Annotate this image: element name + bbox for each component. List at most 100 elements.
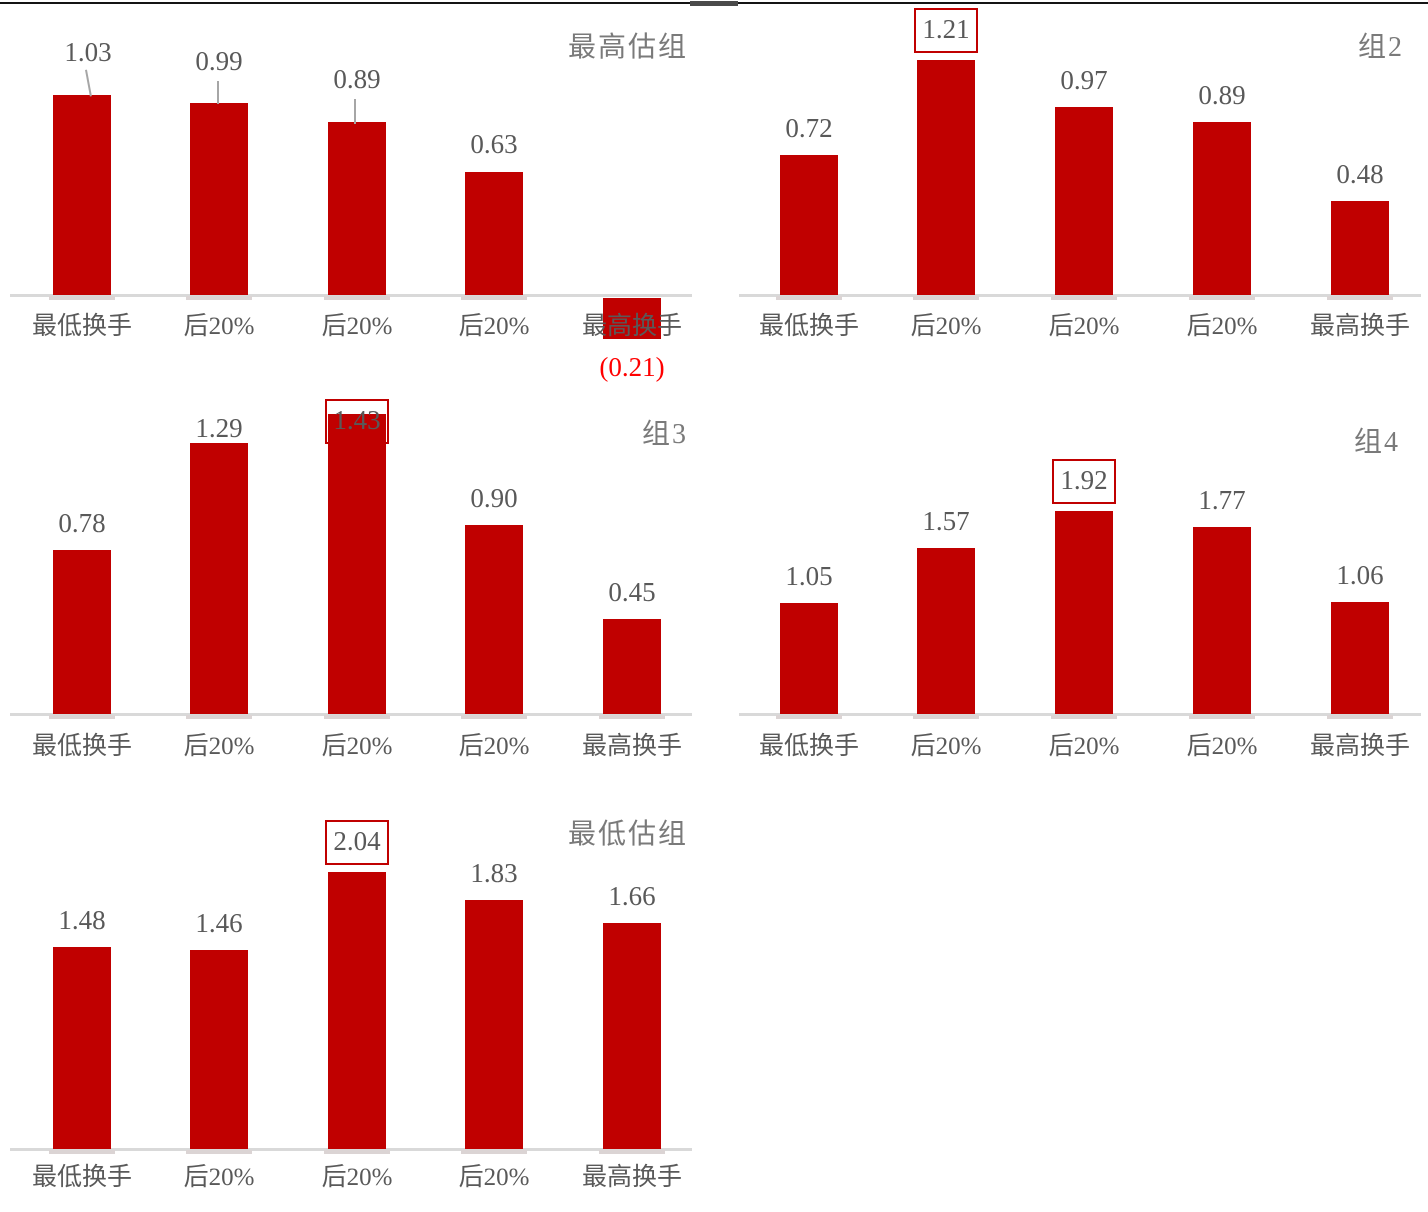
axis-line	[10, 1148, 692, 1151]
bar	[53, 947, 111, 1149]
value-label: 1.43	[333, 405, 381, 435]
axis-line	[10, 294, 692, 297]
category-label: 后20%	[1186, 313, 1258, 340]
bar-shadow	[461, 1150, 527, 1154]
value-label: 0.89	[333, 64, 381, 94]
bar-shadow	[776, 715, 842, 719]
bar-shadow	[776, 296, 842, 300]
bar-shadow	[49, 715, 115, 719]
category-label: 最低换手	[31, 313, 132, 340]
chart-title: 组4	[1353, 427, 1400, 458]
category-label: 最低换手	[31, 1164, 132, 1191]
axis-line	[739, 294, 1421, 297]
bar	[603, 923, 661, 1149]
value-label: 1.83	[470, 858, 518, 888]
bar	[1055, 511, 1113, 714]
bar-shadow	[186, 1150, 252, 1154]
leader-line	[354, 99, 356, 124]
category-label: 后20%	[910, 733, 982, 760]
bar-shadow	[599, 1150, 665, 1154]
highlight-box-fill	[1052, 459, 1116, 504]
bar-shadow	[461, 296, 527, 300]
axis-line	[739, 713, 1421, 716]
category-label: 最高换手	[581, 313, 682, 340]
bar-shadow	[1327, 296, 1393, 300]
value-label: 1.06	[1336, 560, 1384, 590]
bar-shadow	[324, 296, 390, 300]
highlight-box-fill	[325, 399, 389, 444]
value-label: 1.29	[195, 413, 243, 443]
bar	[917, 548, 975, 714]
bar-shadow	[1189, 715, 1255, 719]
bar	[190, 950, 248, 1149]
value-label: 0.89	[1198, 80, 1246, 110]
value-label: 1.77	[1198, 485, 1246, 515]
chart-title: 最高估组	[567, 32, 688, 63]
category-label: 最高换手	[1309, 313, 1410, 340]
bar	[780, 155, 838, 295]
value-label: 0.48	[1336, 159, 1384, 189]
value-label: 1.92	[1060, 465, 1108, 495]
bar	[53, 550, 111, 714]
bar-shadow	[599, 715, 665, 719]
bar-shadow	[913, 715, 979, 719]
bar-shadow	[461, 715, 527, 719]
bar	[1331, 201, 1389, 295]
value-label: 0.90	[470, 483, 518, 513]
category-label: 最低换手	[31, 733, 132, 760]
category-label: 后20%	[183, 733, 255, 760]
chart-title: 最低估组	[567, 819, 688, 850]
value-label: 2.04	[333, 826, 381, 856]
bar	[1193, 122, 1251, 295]
category-label: 后20%	[458, 313, 530, 340]
category-label: 后20%	[458, 1164, 530, 1191]
bar-shadow	[1051, 715, 1117, 719]
bar-shadow	[49, 296, 115, 300]
highlight-box	[325, 399, 389, 444]
bar	[328, 122, 386, 295]
value-label: 1.05	[785, 561, 833, 591]
top-border-segment	[690, 1, 738, 6]
bar-shadow	[186, 715, 252, 719]
value-label: 1.21	[922, 14, 970, 44]
category-label: 后20%	[910, 313, 982, 340]
value-label: 0.99	[195, 46, 243, 76]
highlight-box	[1052, 459, 1116, 504]
bar	[465, 900, 523, 1149]
category-label: 后20%	[458, 733, 530, 760]
bar-shadow	[913, 296, 979, 300]
category-label: 后20%	[321, 733, 393, 760]
category-label: 后20%	[183, 1164, 255, 1191]
highlight-box	[914, 8, 978, 53]
value-label: 1.57	[922, 506, 970, 536]
highlight-box-fill	[914, 8, 978, 53]
category-label: 最低换手	[758, 733, 859, 760]
bar	[1055, 107, 1113, 295]
category-label: 最高换手	[1309, 733, 1410, 760]
category-label: 后20%	[321, 313, 393, 340]
bar-shadow	[1189, 296, 1255, 300]
category-label: 最高换手	[581, 733, 682, 760]
value-label: 1.46	[195, 908, 243, 938]
value-label: 0.63	[470, 129, 518, 159]
value-label: 0.45	[608, 577, 656, 607]
category-label: 最低换手	[758, 313, 859, 340]
value-label: 0.72	[785, 113, 833, 143]
category-label: 后20%	[1186, 733, 1258, 760]
leader-line	[217, 81, 219, 104]
bar-shadow	[1327, 715, 1393, 719]
bar-shadow	[324, 715, 390, 719]
bar	[328, 872, 386, 1149]
category-label: 最高换手	[581, 1164, 682, 1191]
category-label: 后20%	[183, 313, 255, 340]
bar-shadow	[49, 1150, 115, 1154]
bar-shadow	[186, 296, 252, 300]
bar	[1331, 602, 1389, 714]
bar	[465, 172, 523, 295]
bar	[780, 603, 838, 714]
